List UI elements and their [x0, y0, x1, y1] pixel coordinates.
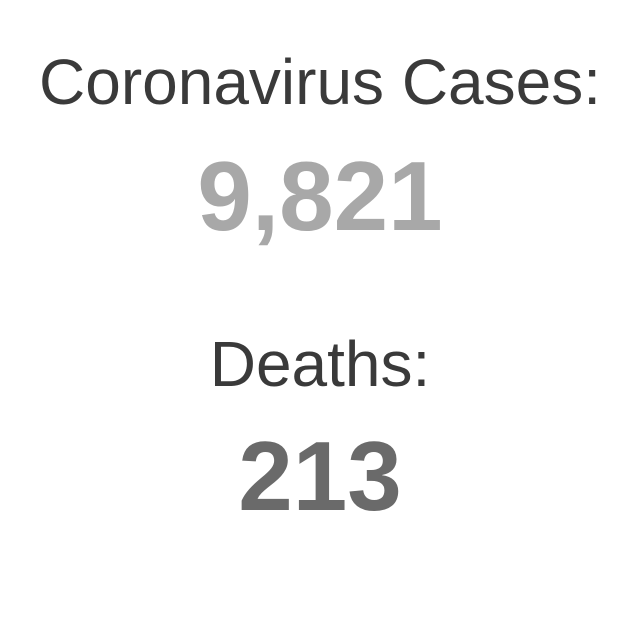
deaths-count: 213 [238, 421, 402, 531]
cases-count: 9,821 [197, 141, 443, 251]
cases-label: Coronavirus Cases: [39, 46, 601, 118]
deaths-label: Deaths: [209, 328, 431, 400]
